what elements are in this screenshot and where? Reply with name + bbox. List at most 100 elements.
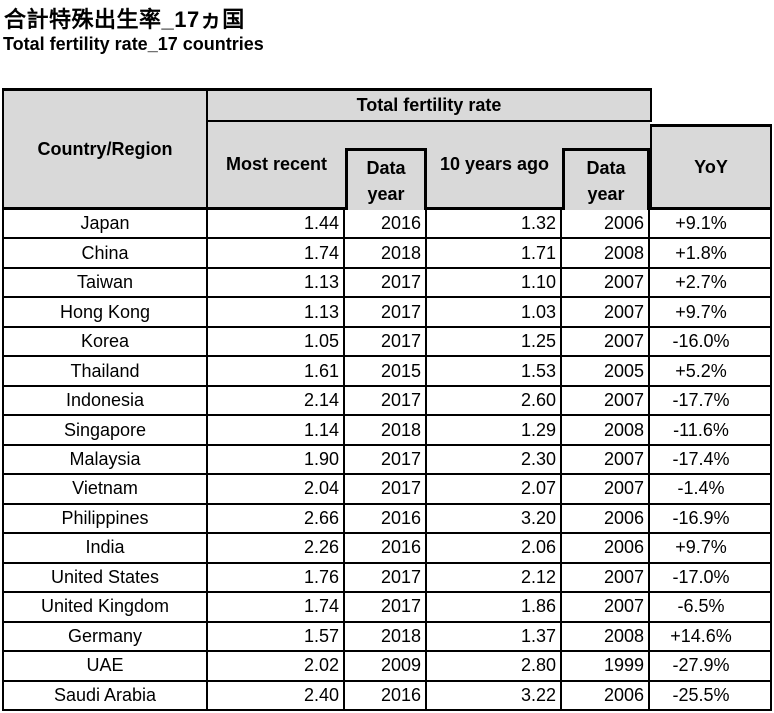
cell-data-year-1: 2018 (345, 622, 427, 653)
cell-10-years-ago: 1.25 (427, 327, 562, 358)
cell-data-year-2: 2007 (562, 298, 650, 328)
cell-data-year-2: 2007 (562, 475, 650, 505)
cell-yoy: +2.7% (650, 268, 772, 299)
header-yoy-label: YoY (694, 156, 728, 177)
cell-data-year-2: 1999 (562, 652, 650, 682)
cell-data-year-1: 2017 (345, 593, 427, 623)
cell-most-recent: 1.74 (208, 593, 345, 623)
cell-data-year-1: 2015 (345, 357, 427, 387)
cell-country: Japan (2, 210, 208, 240)
cell-data-year-1: 2017 (345, 563, 427, 594)
cell-data-year-1: 2009 (345, 652, 427, 682)
cell-yoy: -16.0% (650, 327, 772, 358)
cell-yoy: +9.7% (650, 298, 772, 328)
cell-data-year-1: 2017 (345, 475, 427, 505)
cell-country: Korea (2, 327, 208, 358)
header-total-fertility-rate-label: Total fertility rate (356, 95, 502, 115)
cell-data-year-1: 2016 (345, 681, 427, 711)
cell-data-year-1: 2017 (345, 386, 427, 417)
cell-10-years-ago: 1.32 (427, 210, 562, 240)
cell-data-year-1: 2018 (345, 416, 427, 446)
cell-most-recent: 2.40 (208, 681, 345, 711)
cell-most-recent: 1.57 (208, 622, 345, 653)
header-data-year-1: Data year (345, 148, 427, 210)
cell-most-recent: 2.04 (208, 475, 345, 505)
cell-most-recent: 1.05 (208, 327, 345, 358)
cell-10-years-ago: 2.12 (427, 563, 562, 594)
cell-10-years-ago: 1.53 (427, 357, 562, 387)
header-country-region: Country/Region (2, 88, 208, 210)
cell-country: China (2, 239, 208, 269)
cell-yoy: +5.2% (650, 357, 772, 387)
cell-country: Indonesia (2, 386, 208, 417)
cell-country: Thailand (2, 357, 208, 387)
cell-10-years-ago: 1.29 (427, 416, 562, 446)
cell-country: Saudi Arabia (2, 681, 208, 711)
cell-data-year-2: 2005 (562, 357, 650, 387)
cell-10-years-ago: 3.20 (427, 504, 562, 535)
cell-10-years-ago: 1.03 (427, 298, 562, 328)
cell-data-year-1: 2017 (345, 268, 427, 299)
cell-data-year-1: 2016 (345, 504, 427, 535)
cell-data-year-2: 2007 (562, 445, 650, 476)
cell-data-year-2: 2007 (562, 327, 650, 358)
cell-data-year-2: 2006 (562, 681, 650, 711)
cell-most-recent: 2.02 (208, 652, 345, 682)
header-data-year-2: Data year (562, 148, 650, 210)
cell-country: Malaysia (2, 445, 208, 476)
cell-most-recent: 2.66 (208, 504, 345, 535)
cell-most-recent: 1.13 (208, 268, 345, 299)
cell-10-years-ago: 2.30 (427, 445, 562, 476)
cell-yoy: +9.1% (650, 210, 772, 240)
cell-data-year-2: 2006 (562, 534, 650, 564)
cell-10-years-ago: 1.10 (427, 268, 562, 299)
header-data-year-1-line1: Data (366, 157, 406, 178)
header-yoy: YoY (650, 124, 772, 210)
cell-data-year-2: 2008 (562, 622, 650, 653)
cell-data-year-1: 2016 (345, 534, 427, 564)
cell-data-year-1: 2017 (345, 445, 427, 476)
cell-10-years-ago: 2.60 (427, 386, 562, 417)
cell-country: Germany (2, 622, 208, 653)
cell-data-year-2: 2007 (562, 268, 650, 299)
cell-most-recent: 2.26 (208, 534, 345, 564)
header-most-recent: Most recent (225, 154, 328, 174)
cell-country: Hong Kong (2, 298, 208, 328)
cell-data-year-1: 2017 (345, 298, 427, 328)
cell-most-recent: 2.14 (208, 386, 345, 417)
cell-country: Philippines (2, 504, 208, 535)
cell-yoy: -6.5% (650, 593, 772, 623)
cell-country: United Kingdom (2, 593, 208, 623)
cell-10-years-ago: 3.22 (427, 681, 562, 711)
cell-10-years-ago: 2.07 (427, 475, 562, 505)
cell-yoy: +9.7% (650, 534, 772, 564)
header-country-region-label: Country/Region (37, 138, 173, 159)
cell-data-year-2: 2007 (562, 386, 650, 417)
cell-data-year-2: 2006 (562, 210, 650, 240)
cell-yoy: -17.7% (650, 386, 772, 417)
data-grid: Japan 1.44 2016 1.32 2006 +9.1% China 1.74 2018 1… (2, 210, 772, 711)
cell-data-year-2: 2008 (562, 239, 650, 269)
cell-data-year-2: 2006 (562, 504, 650, 535)
cell-yoy: -25.5% (650, 681, 772, 711)
header-10-years-ago: 10 years ago (439, 154, 550, 174)
cell-country: Vietnam (2, 475, 208, 505)
cell-country: Taiwan (2, 268, 208, 299)
header-data-year-1-line2: year (367, 183, 405, 204)
cell-data-year-2: 2007 (562, 593, 650, 623)
cell-data-year-2: 2007 (562, 563, 650, 594)
cell-country: Singapore (2, 416, 208, 446)
cell-yoy: -27.9% (650, 652, 772, 682)
cell-data-year-1: 2018 (345, 239, 427, 269)
cell-yoy: -11.6% (650, 416, 772, 446)
cell-10-years-ago: 1.37 (427, 622, 562, 653)
cell-10-years-ago: 2.80 (427, 652, 562, 682)
cell-most-recent: 1.44 (208, 210, 345, 240)
cell-yoy: -1.4% (650, 475, 772, 505)
cell-country: India (2, 534, 208, 564)
cell-yoy: +1.8% (650, 239, 772, 269)
cell-country: UAE (2, 652, 208, 682)
header-subrow: Most recent 10 years ago Data year Data … (208, 122, 650, 210)
cell-most-recent: 1.13 (208, 298, 345, 328)
